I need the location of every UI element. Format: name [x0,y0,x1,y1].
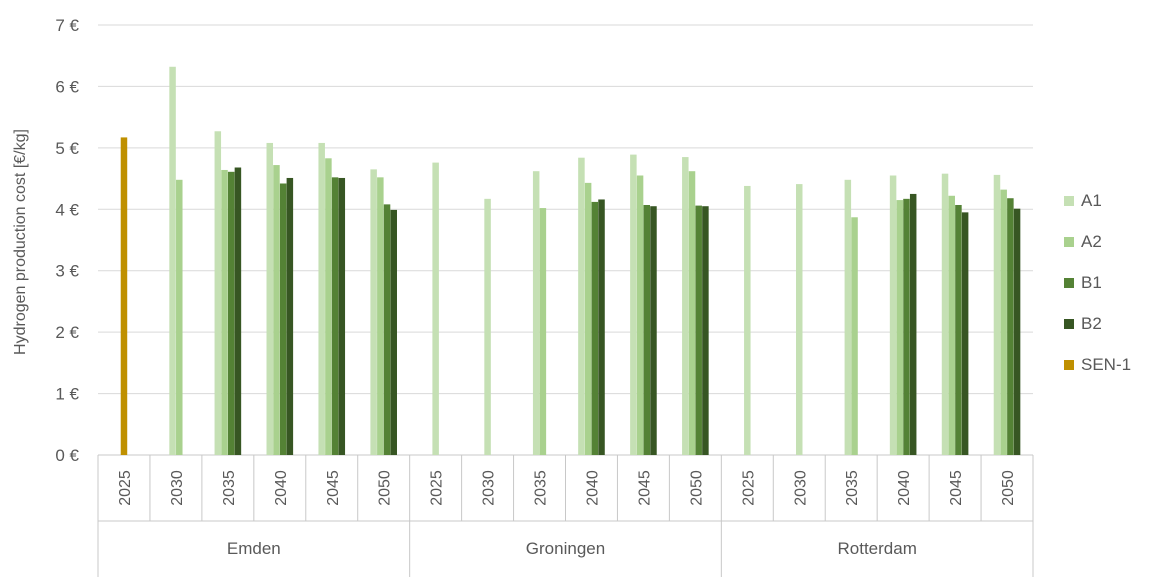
x-tick-label: 2045 [948,470,965,506]
legend-swatch [1064,196,1074,206]
bar-a2 [688,171,696,455]
x-tick-label: 2050 [1000,470,1017,506]
bar-b1 [903,198,910,455]
bar-b2 [390,209,397,455]
bar-a1 [214,131,222,455]
bar-b2 [598,199,605,455]
legend-label: B2 [1081,314,1102,333]
bar-a2 [325,158,332,456]
x-tick-label: 2030 [169,470,186,506]
bar-b1 [331,177,339,455]
bar-a1 [370,169,377,456]
bar-a2 [851,217,858,455]
y-tick-labels: 0 € 1 € 2 € 3 € 4 € 5 € 6 € 7 € [55,16,79,465]
bar-a2 [1000,189,1007,455]
bar-a2 [221,169,228,455]
y-tick-label: 4 € [55,200,79,219]
x-tick-label: 2025 [740,470,757,506]
bar-b1 [695,205,702,455]
bar-b1 [591,201,599,455]
bar-a1 [630,154,637,456]
bar-a1 [889,175,897,455]
x-tick-label: 2040 [896,470,913,506]
bar-a1 [484,198,491,455]
group-label: Emden [227,539,281,558]
bar-a1 [532,171,540,455]
x-tick-label: 2050 [688,470,705,506]
legend: A1 A2 B1 B2 SEN-1 [1064,191,1131,374]
y-tick-label: 3 € [55,262,79,281]
bar-b1 [1007,198,1014,456]
bar-b2 [650,206,657,455]
bar-a2 [584,182,592,455]
bar-b2 [702,206,709,455]
y-tick-label: 1 € [55,385,79,404]
bar-a1 [796,184,803,455]
legend-swatch [1064,360,1074,370]
legend-label: B1 [1081,273,1102,292]
bar-a2 [273,165,280,455]
bar-a2 [636,175,644,455]
legend-label: A1 [1081,191,1102,210]
bar-a2 [539,208,547,455]
bar-b1 [279,183,287,456]
bar-a2 [948,195,955,455]
x-tick-label: 2030 [481,470,498,506]
x-tick-label: 2035 [844,470,861,506]
legend-swatch [1064,319,1074,329]
bar-a1 [318,142,325,455]
bar-a1 [682,157,689,455]
x-tick-label: 2035 [533,470,550,506]
bar-b2 [234,167,242,455]
bar-a1 [941,173,949,455]
bar-b2 [286,177,294,455]
bar-b2 [961,212,969,455]
x-tick-label: 2050 [377,470,394,506]
y-tick-label: 6 € [55,77,79,96]
y-tick-label: 0 € [55,446,79,465]
bar-b1 [383,204,391,455]
x-tick-label: 2045 [325,470,342,506]
y-tick-label: 5 € [55,139,79,158]
x-tick-label: 2025 [117,470,134,506]
bar-a1 [578,157,585,455]
legend-swatch [1064,237,1074,247]
bar-b1 [227,171,235,455]
bar-a1 [744,185,751,455]
y-tick-label: 2 € [55,323,79,342]
x-tick-label: 2040 [585,470,602,506]
x-tick-label: 2030 [792,470,809,506]
gridlines [98,24,1033,456]
y-axis-label: Hydrogen production cost [€/kg] [12,129,29,355]
x-tick-label: 2025 [429,470,446,506]
bars [120,66,1021,456]
group-label: Rotterdam [838,539,917,558]
bar-sen-1 [120,137,128,455]
bar-a1 [844,179,852,456]
bar-b1 [955,204,962,455]
bar-a1 [266,142,274,455]
x-axis: 2025 2030 2035 2040 2045 2050 2025 2030 2035 2040… [97,455,1034,577]
bar-a1 [169,66,176,456]
bar-a1 [432,162,439,455]
group-label: Groningen [526,539,605,558]
bar-a1 [993,174,1001,455]
y-tick-label: 7 € [55,16,79,35]
x-tick-label: 2035 [221,470,238,506]
bar-b2 [338,177,346,455]
x-tick-label: 2045 [636,470,653,506]
bar-a2 [176,179,183,456]
bar-a2 [377,177,384,455]
bar-b1 [643,204,651,455]
x-tick-label: 2040 [273,470,290,506]
legend-label: SEN-1 [1081,355,1131,374]
bar-a2 [896,200,904,455]
legend-swatch [1064,278,1074,288]
legend-label: A2 [1081,232,1102,251]
bar-b2 [1013,208,1021,455]
bar-b2 [909,193,917,455]
